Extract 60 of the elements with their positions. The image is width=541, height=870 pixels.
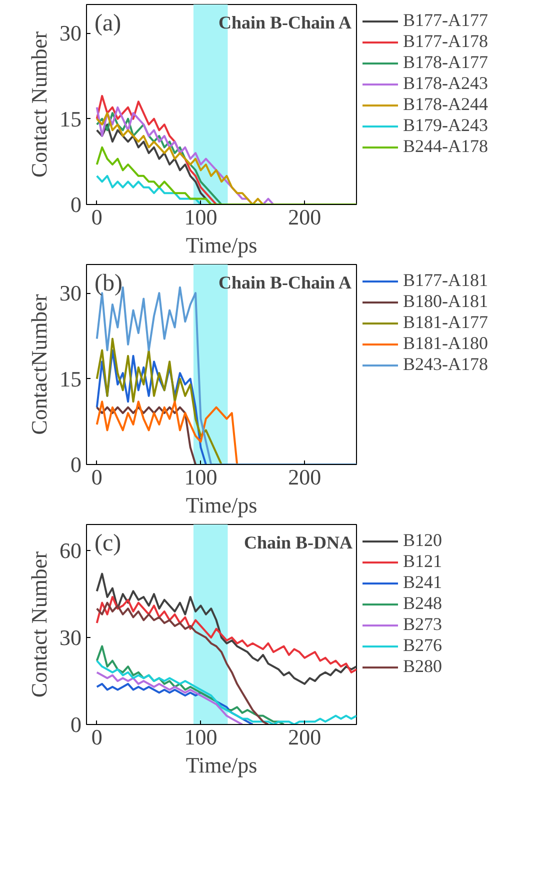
legend-label: B177-A178 (403, 31, 488, 52)
legend-label: B120 (403, 530, 442, 551)
y-axis-title: Contact Number (26, 550, 52, 698)
x-tick-label: 200 (288, 204, 322, 230)
y-tick-label: 15 (60, 366, 82, 392)
y-tick-label: 30 (60, 20, 82, 46)
line-series (96, 349, 207, 464)
legend-label: B241 (403, 572, 442, 593)
legend-label: B276 (403, 635, 442, 656)
x-tick-label: 200 (288, 724, 322, 750)
line-series (96, 146, 356, 204)
line-series (96, 94, 218, 204)
y-axis-title: Contact Number (26, 30, 52, 178)
legend-label: B180-A181 (403, 291, 488, 312)
annotation: (c) (94, 530, 122, 556)
legend-label: B248 (403, 593, 442, 614)
line-series (96, 671, 244, 724)
line-series (96, 400, 238, 464)
x-tick-label: 0 (91, 204, 102, 230)
x-tick-label: 0 (91, 724, 102, 750)
x-tick-label: 200 (288, 464, 322, 490)
y-tick-label: 30 (60, 625, 82, 650)
legend-label: B177-A177 (403, 10, 488, 31)
y-tick-label: 60 (60, 538, 82, 564)
x-axis-title: Time/ps (186, 492, 258, 518)
annotation: (b) (94, 270, 122, 296)
legend-label: B244-A178 (403, 136, 488, 157)
x-tick-label: 0 (91, 464, 102, 490)
line-series (96, 660, 356, 724)
legend-label: B280 (403, 656, 442, 677)
legend-label: B178-A177 (403, 52, 488, 73)
annotation: (a) (94, 10, 122, 36)
x-tick-label: 100 (184, 464, 218, 490)
x-tick-label: 100 (184, 724, 218, 750)
annotation: Chain B-Chain A (218, 12, 352, 32)
legend-label: B178-A244 (403, 94, 488, 115)
x-axis-title: Time/ps (186, 752, 258, 778)
y-tick-label: 15 (60, 106, 82, 132)
legend-label: B181-A177 (403, 312, 488, 333)
legend-label: B273 (403, 614, 442, 635)
legend-label: B177-A181 (403, 270, 488, 291)
legend-label: B121 (403, 551, 442, 572)
y-tick-label: 30 (60, 280, 82, 306)
legend-label: B179-A243 (403, 115, 488, 136)
legend-label: B243-A178 (403, 354, 488, 375)
x-tick-label: 100 (184, 204, 218, 230)
line-series (96, 112, 222, 204)
line-series (96, 572, 356, 685)
line-series (96, 596, 356, 674)
x-axis-title: Time/ps (186, 232, 258, 258)
legend-label: B181-A180 (403, 333, 488, 354)
line-series (96, 602, 270, 724)
line-series (96, 174, 202, 204)
y-axis-title: ContactNumber (26, 294, 52, 435)
line-series (96, 406, 197, 464)
annotation: Chain B-Chain A (218, 272, 352, 292)
legend-label: B178-A243 (403, 73, 488, 94)
line-series (96, 338, 222, 464)
line-series (96, 645, 285, 724)
annotation: Chain B-DNA (244, 532, 353, 552)
